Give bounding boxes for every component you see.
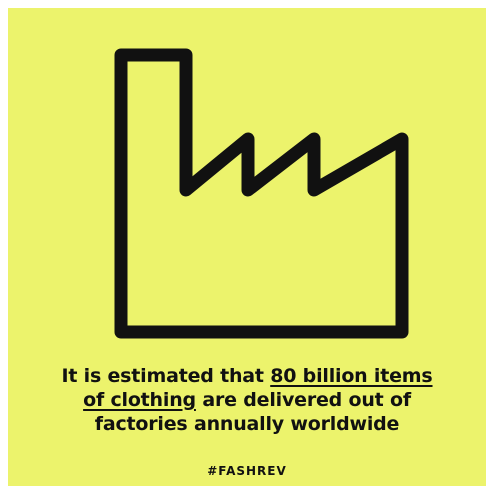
- statement-text: It is estimated that 80 billion items of…: [8, 364, 486, 436]
- highlight-80-billion-items: 80 billion items: [270, 365, 433, 387]
- statement-line-1-prefix: It is estimated that: [61, 365, 271, 387]
- statement-line-2: of clothing are delivered out of: [8, 388, 486, 412]
- hashtag: #FASHREV: [207, 464, 287, 478]
- statement-line-1: It is estimated that 80 billion items: [8, 364, 486, 388]
- factory-icon: [114, 48, 409, 339]
- statement-line-2-suffix: are delivered out of: [195, 389, 411, 411]
- fashrev-card: It is estimated that 80 billion items of…: [8, 8, 486, 486]
- highlight-of-clothing: of clothing: [83, 389, 196, 411]
- statement-line-3: factories annually worldwide: [94, 413, 400, 435]
